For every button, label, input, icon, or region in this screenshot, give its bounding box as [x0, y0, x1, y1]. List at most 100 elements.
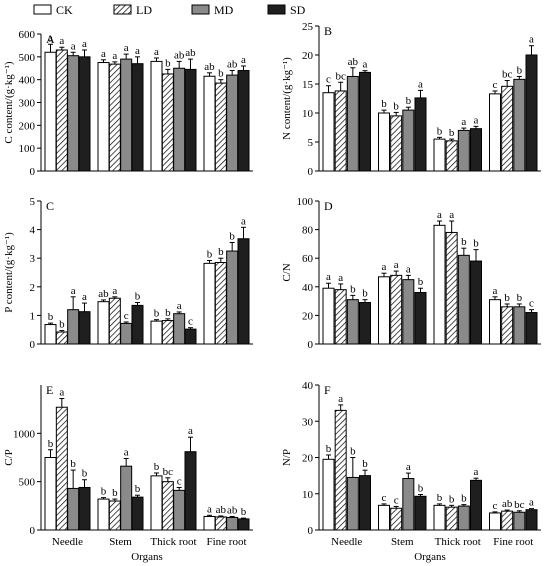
legend-label: SD [290, 3, 306, 17]
y-tick-label: 40 [302, 380, 314, 392]
significance-letter: b [437, 125, 443, 137]
significance-letter: c [529, 298, 534, 310]
significance-letter: b [112, 487, 118, 499]
y-tick-label: 2 [30, 282, 36, 294]
significance-letter: c [188, 316, 193, 328]
panel-letter: D [324, 199, 333, 213]
legend-label: LD [136, 3, 152, 17]
panel-letter: E [46, 383, 53, 397]
significance-letter: c [124, 310, 129, 322]
bar-sd [131, 496, 144, 531]
significance-letter: a [154, 46, 159, 58]
significance-letter: a [241, 215, 246, 227]
legend-item-md: MD [191, 3, 234, 17]
y-tick-label: 60 [302, 253, 314, 265]
y-tick-label: 20 [302, 310, 314, 322]
bar-ld [108, 500, 121, 531]
bar-md [67, 55, 80, 172]
y-axis-label: C/N [281, 263, 293, 281]
bar-md [346, 299, 359, 345]
significance-letter: a [338, 393, 343, 405]
bar-ck [97, 498, 110, 531]
significance-letter: a [363, 59, 368, 71]
bar-md [226, 74, 239, 172]
bar-ck [433, 224, 446, 345]
bar-ld [501, 85, 514, 172]
significance-letter: a [493, 285, 498, 297]
bar-sd [131, 304, 144, 345]
bar-ck [489, 299, 501, 345]
bar-md [173, 67, 186, 172]
y-tick-label: 1 [30, 310, 36, 322]
y-tick-label: 4 [30, 225, 36, 237]
significance-letter: a [437, 209, 442, 221]
bar-sd [131, 63, 144, 172]
y-axis-label: N/P [281, 449, 293, 466]
bar-md [457, 505, 470, 531]
bar-ck [489, 93, 501, 172]
significance-letter: c [493, 500, 498, 512]
x-tick-label: Thick root [150, 536, 196, 548]
significance-letter: ab [216, 504, 227, 516]
significance-letter: b [218, 246, 224, 258]
bar-ld [334, 90, 347, 172]
significance-letter: b [461, 493, 467, 505]
y-tick-label: 0 [30, 339, 36, 351]
significance-letter: c [382, 492, 387, 504]
significance-letter: a [382, 261, 387, 273]
bar-ld [214, 516, 227, 531]
significance-letter: ab [98, 288, 109, 300]
significance-letter: ab [227, 504, 238, 516]
significance-letter: b [393, 100, 399, 112]
bar-sd [470, 479, 482, 531]
legend-swatch [191, 4, 210, 15]
y-axis-label: N content/(g·kg⁻¹) [281, 57, 293, 140]
significance-letter: b [350, 283, 356, 295]
y-tick-label: 100 [297, 196, 314, 208]
legend-item-sd: SD [267, 3, 306, 17]
bar-ck [203, 262, 216, 345]
legend-label: CK [56, 3, 73, 17]
bar-sd [237, 70, 250, 172]
y-tick-label: 25 [302, 21, 314, 33]
x-tick-label: Stem [109, 536, 132, 548]
significance-letter: a [207, 503, 212, 515]
significance-letter: c [394, 494, 399, 506]
bar-sd [237, 518, 250, 531]
y-tick-label: 20 [302, 50, 314, 62]
significance-letter: bc [514, 499, 525, 511]
bar-md [226, 516, 239, 531]
bar-md [513, 78, 526, 172]
significance-letter: a [406, 461, 411, 473]
bar-ck [322, 92, 335, 172]
significance-letter: a [188, 425, 193, 437]
bar-ck [378, 112, 390, 172]
significance-letter: a [112, 50, 117, 62]
bar-md [226, 250, 239, 345]
significance-letter: a [124, 446, 129, 458]
bar-ck [433, 504, 446, 531]
significance-letter: b [504, 292, 510, 304]
bar-ld [214, 261, 227, 345]
bar-sd [184, 328, 197, 345]
x-tick-label: Needle [331, 536, 362, 548]
significance-letter: b [449, 493, 455, 505]
significance-letter: b [229, 230, 235, 242]
significance-letter: b [101, 486, 107, 498]
y-tick-label: 5 [30, 196, 36, 208]
significance-letter: b [70, 458, 76, 470]
significance-letter: a [124, 42, 129, 54]
bar-ck [44, 51, 57, 172]
bar-ld [108, 63, 121, 172]
bar-md [457, 129, 470, 172]
significance-letter: ab [348, 56, 359, 68]
y-tick-label: 400 [19, 75, 36, 87]
significance-letter: b [517, 64, 523, 76]
significance-letter: b [165, 57, 171, 69]
significance-letter: b [154, 308, 160, 320]
